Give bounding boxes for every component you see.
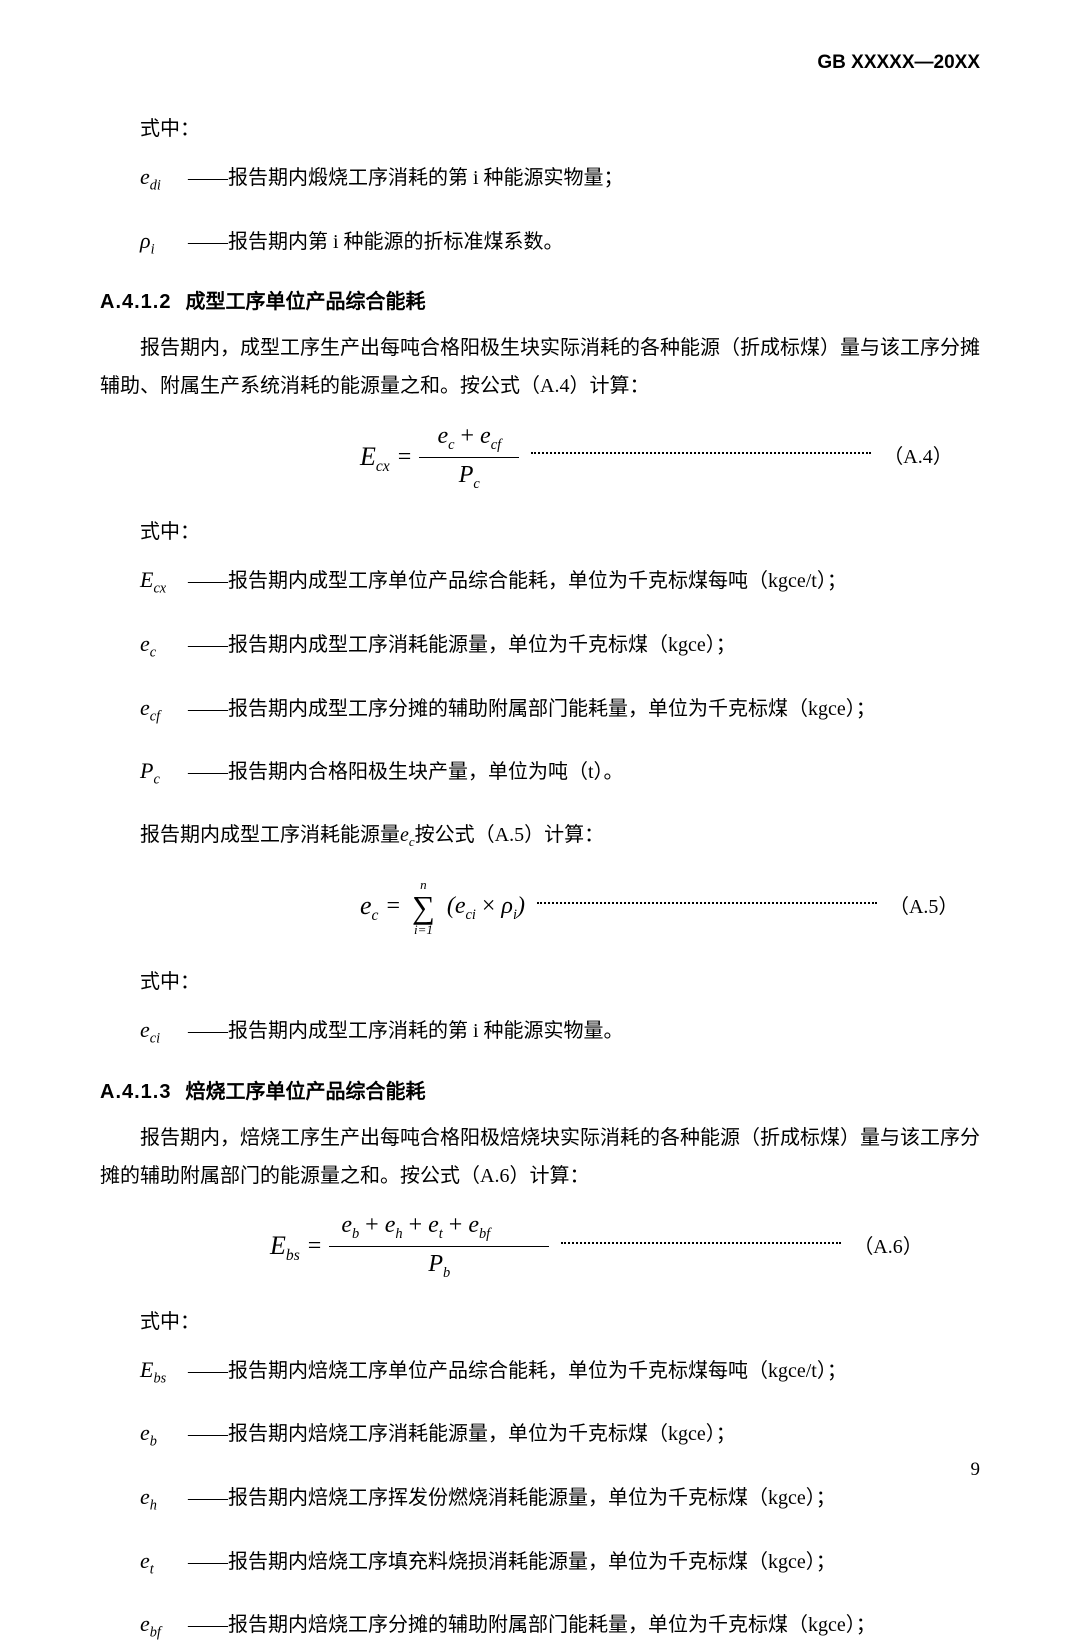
def-row: Ebs ——报告期内焙烧工序单位产品综合能耗，单位为千克标煤每吨（kgce/t）… [140,1351,980,1391]
dots-leader [537,902,877,904]
equation-number: （A.5） [889,890,958,924]
where-label: 式中： [100,1305,980,1339]
section-number: A.4.1.2 [100,291,171,313]
def-row: edi ——报告期内煅烧工序消耗的第 i 种能源实物量； [140,158,980,198]
def-row: ρi ——报告期内第 i 种能源的折标准煤系数。 [140,222,980,262]
def-row: ec ——报告期内成型工序消耗能源量，单位为千克标煤（kgce）； [140,625,980,665]
doc-number: GB XXXXX—20XX [817,52,980,74]
where-label: 式中： [100,112,980,146]
equation-number: （A.6） [853,1230,922,1264]
def-symbol: ρi [140,222,188,262]
equation-a5: ec = n ∑ i=1 (eci × ρi) （A.5） [100,869,980,945]
dots-leader [531,452,871,454]
where-label: 式中： [100,965,980,999]
def-row: Pc ——报告期内合格阳极生块产量，单位为吨（t）。 [140,752,980,792]
def-row: Ecx ——报告期内成型工序单位产品综合能耗，单位为千克标煤每吨（kgce/t）… [140,561,980,601]
def-row: eh ——报告期内焙烧工序挥发份燃烧消耗能源量，单位为千克标煤（kgce）； [140,1478,980,1518]
def-row: et ——报告期内焙烧工序填充料烧损消耗能源量，单位为千克标煤（kgce）； [140,1542,980,1582]
equation-a4: Ecx = ec + ecf Pc （A.4） [100,419,980,495]
equation-a6: Ebs = eb + eh + et + ebf Pb （A.6） [100,1209,980,1285]
paragraph: 报告期内，焙烧工序生产出每吨合格阳极焙烧块实际消耗的各种能源（折成标煤）量与该工… [100,1119,980,1195]
section-number: A.4.1.3 [100,1081,171,1103]
page-content: 式中： edi ——报告期内煅烧工序消耗的第 i 种能源实物量； ρi ——报告… [100,112,980,1645]
paragraph: 报告期内成型工序消耗能源量ec按公式（A.5）计算： [100,816,980,855]
def-text: ——报告期内煅烧工序消耗的第 i 种能源实物量； [188,161,980,195]
def-row: eb ——报告期内焙烧工序消耗能源量，单位为千克标煤（kgce）； [140,1414,980,1454]
section-heading: 焙烧工序单位产品综合能耗 [185,1081,425,1103]
dots-leader [561,1242,841,1244]
page-number: 9 [971,1459,981,1481]
def-row: ecf ——报告期内成型工序分摊的辅助附属部门能耗量，单位为千克标煤（kgce）… [140,689,980,729]
equation-number: （A.4） [883,440,952,474]
def-row: ebf ——报告期内焙烧工序分摊的辅助附属部门能耗量，单位为千克标煤（kgce）… [140,1605,980,1645]
section-title-a412: A.4.1.2 成型工序单位产品综合能耗 [100,285,980,319]
section-title-a413: A.4.1.3 焙烧工序单位产品综合能耗 [100,1075,980,1109]
where-label: 式中： [100,515,980,549]
def-row: eci ——报告期内成型工序消耗的第 i 种能源实物量。 [140,1011,980,1051]
def-text: ——报告期内第 i 种能源的折标准煤系数。 [188,225,980,259]
def-symbol: edi [140,158,188,198]
section-heading: 成型工序单位产品综合能耗 [185,291,425,313]
paragraph: 报告期内，成型工序生产出每吨合格阳极生块实际消耗的各种能源（折成标煤）量与该工序… [100,329,980,405]
